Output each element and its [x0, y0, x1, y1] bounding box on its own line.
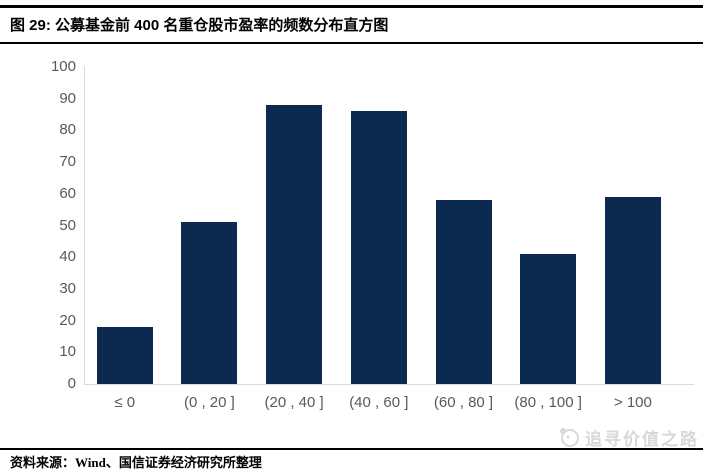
source-note: 资料来源：Wind、国信证券经济研究所整理	[10, 455, 262, 470]
x-tick-label: > 100	[613, 394, 652, 411]
y-tick-label: 70	[59, 153, 76, 171]
y-tick-label: 80	[59, 121, 76, 139]
x-tick-label: (60 , 80 ]	[433, 394, 494, 411]
top-rule	[0, 5, 703, 8]
bar-> 100	[604, 196, 661, 384]
figure-title: 图 29: 公募基金前 400 名重仓股市盈率的频数分布直方图	[10, 17, 389, 34]
y-tick-label: 30	[59, 279, 76, 297]
footer-rule	[0, 448, 703, 450]
bar-(40 , 60 ]	[350, 111, 407, 384]
x-axis-line	[84, 384, 694, 385]
bar-≤ 0	[96, 326, 153, 384]
y-tick-label: 0	[67, 375, 76, 392]
x-tick-label: (40 , 60 ]	[349, 394, 409, 411]
title-rule	[0, 42, 703, 44]
x-tick-label: (20 , 40 ]	[264, 394, 324, 411]
bar-(0 , 20 ]	[181, 222, 238, 384]
pe-histogram-chart: 0 10 20 30 40 50 60 70 80 90 100 ≤ 0 (0 , 20 ] (20 , …	[0, 50, 703, 420]
watermark-logo-icon	[558, 426, 580, 448]
y-tick-label: 40	[59, 248, 76, 266]
y-tick-label: 10	[59, 343, 76, 361]
x-tick-label: (80 , 100 ]	[514, 394, 582, 411]
y-tick-label: 50	[59, 216, 76, 234]
x-tick-label: (0 , 20 ]	[183, 394, 235, 411]
y-tick-label: 20	[59, 311, 76, 329]
y-tick-label: 90	[59, 89, 76, 107]
bar-(60 , 80 ]	[435, 200, 492, 384]
y-tick-label: 100	[50, 58, 76, 75]
watermark-text: 追寻价值之路	[585, 429, 699, 449]
x-tick-label: ≤ 0	[114, 394, 136, 411]
bar-(80 , 100 ]	[520, 254, 577, 384]
bar-(20 , 40 ]	[266, 105, 323, 384]
y-tick-label: 60	[59, 184, 76, 202]
watermark: 追寻价值之路	[558, 426, 699, 449]
y-axis-line	[84, 66, 85, 385]
